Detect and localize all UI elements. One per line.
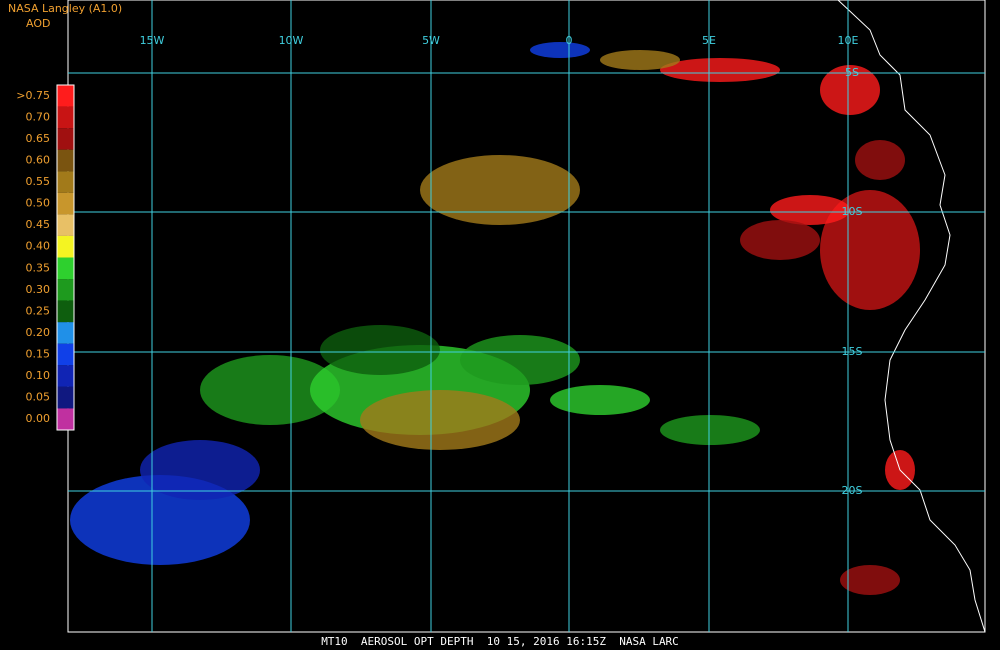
aerosol-patch [855,140,905,180]
legend-swatch [57,171,74,193]
aerosol-patch [740,220,820,260]
footer: MT10 AEROSOL OPT DEPTH 10 15, 2016 16:15… [321,635,679,648]
aerosol-patch [660,58,780,82]
legend-swatch [57,322,74,344]
legend-label: 0.55 [26,175,51,188]
aerosol-patch [360,390,520,450]
aerosol-layer [70,42,920,595]
legend-label: 0.00 [26,412,51,425]
legend-swatch [57,192,74,215]
longitude-label: 5E [702,34,716,47]
longitude-label: 5W [422,34,440,47]
legend-label: 0.50 [26,197,51,210]
legend-frame [56,84,75,431]
legend-label: 0.15 [26,348,51,361]
legend-swatch [57,343,74,366]
aerosol-patch [420,155,580,225]
aerosol-patch [140,440,260,500]
legend-label: 0.20 [26,326,51,339]
aerosol-patch [460,335,580,385]
legend-label: 0.45 [26,218,51,231]
legend-label: 0.25 [26,304,51,317]
latitude-label: 15S [842,345,863,358]
legend-swatch [57,128,74,150]
legend-label: 0.70 [26,110,51,123]
longitude-label: 10W [279,34,304,47]
aerosol-patch [770,195,850,225]
longitude-label: 0 [566,34,573,47]
map-title: NASA Langley (A1.0) [8,2,122,15]
aerosol-patch [840,565,900,595]
coastline [837,0,986,633]
legend-swatch [57,235,74,258]
legend-label: 0.30 [26,283,51,296]
latitude-label: 20S [842,484,863,497]
legend-swatch [57,214,74,236]
legend-swatch [57,279,74,301]
longitude-label: 15W [140,34,165,47]
aerosol-patch [530,42,590,58]
legend-swatch [57,300,74,323]
latitude-label: 5S [845,66,859,79]
legend-label: 0.10 [26,369,51,382]
latitude-label: 10S [842,205,863,218]
legend-swatch [57,85,74,107]
legend-label: 0.60 [26,153,51,166]
legend-label: 0.65 [26,132,51,145]
aerosol-patch [550,385,650,415]
legend-swatch [57,106,74,129]
legend-swatch [57,365,74,387]
legend-label: >0.75 [16,89,50,102]
aerosol-patch [200,355,340,425]
legend-swatch [57,408,74,430]
legend-swatch [57,386,74,409]
aerosol-patch [660,415,760,445]
aerosol-patch [820,190,920,310]
aerosol-patch [820,65,880,115]
legend-swatch [57,149,74,172]
legend-label: 0.40 [26,240,51,253]
legend-label: 0.35 [26,261,51,274]
longitude-label: 10E [838,34,859,47]
map-subtitle: AOD [26,17,50,30]
aerosol-patch [320,325,440,375]
aerosol-patch [600,50,680,70]
legend-swatch [57,257,74,280]
legend-label: 0.05 [26,391,51,404]
